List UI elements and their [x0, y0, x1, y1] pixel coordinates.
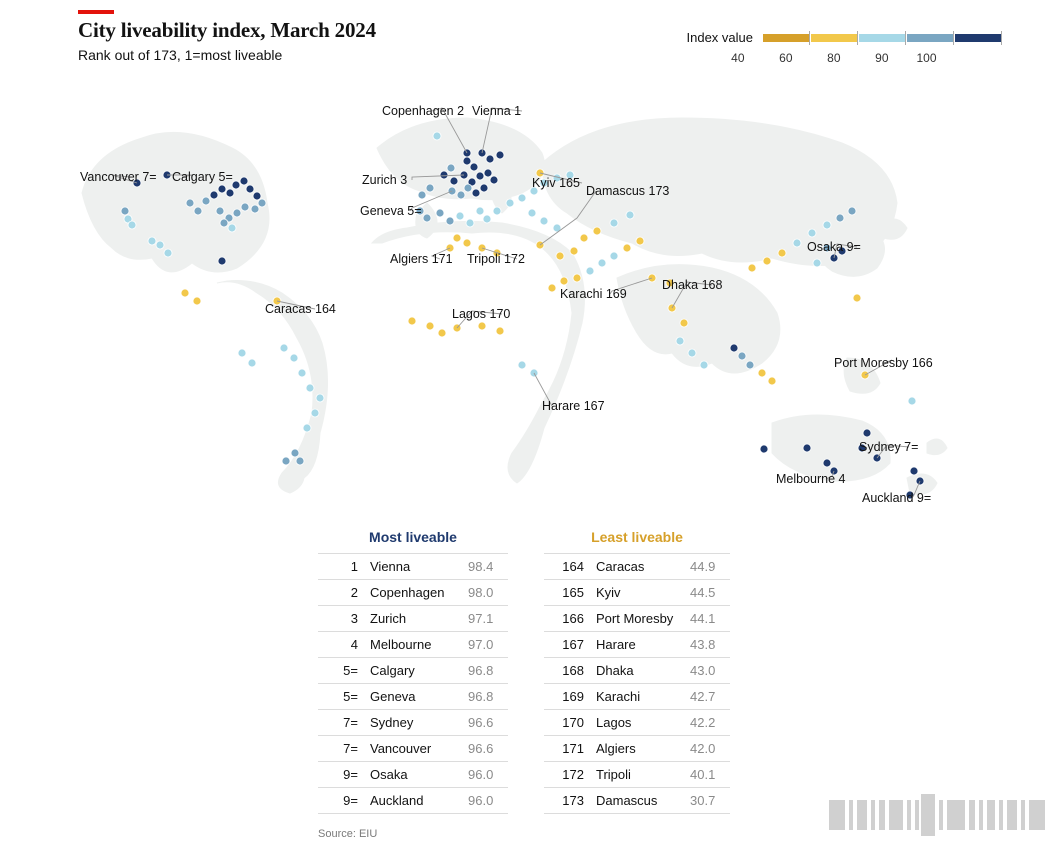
legend-label: Index value	[687, 30, 754, 45]
table-row: 164Caracas44.9	[544, 554, 730, 580]
legend: Index value 40608090100	[687, 30, 1004, 65]
map-city-label: Zurich 3	[362, 174, 407, 187]
map-city-label: Tripoli 172	[467, 253, 525, 266]
table-row: 3Zurich97.1	[318, 606, 508, 632]
table-row: 170Lagos42.2	[544, 710, 730, 736]
legend-scale	[763, 34, 1003, 42]
map-city-label: Port Moresby 166	[834, 357, 933, 370]
map-city-label: Lagos 170	[452, 308, 510, 321]
map-city-label: Algiers 171	[390, 253, 453, 266]
table-row: 5=Geneva96.8	[318, 684, 508, 710]
most-liveable-title: Most liveable	[318, 523, 508, 553]
map-city-label: Karachi 169	[560, 288, 627, 301]
table-row: 7=Vancouver96.6	[318, 736, 508, 762]
table-row: 1Vienna98.4	[318, 554, 508, 580]
table-row: 5=Calgary96.8	[318, 658, 508, 684]
table-row: 166Port Moresby44.1	[544, 606, 730, 632]
table-row: 173Damascus30.7	[544, 788, 730, 814]
table-row: 7=Sydney96.6	[318, 710, 508, 736]
map-city-label: Osaka 9=	[807, 241, 861, 254]
map-city-label: Geneva 5=	[360, 205, 422, 218]
table-row: 169Karachi42.7	[544, 684, 730, 710]
map-city-label: Harare 167	[542, 400, 605, 413]
map-city-label: Copenhagen 2	[382, 105, 464, 118]
least-liveable-table: Least liveable 164Caracas44.9165Kyiv44.5…	[544, 523, 730, 814]
map-city-label: Calgary 5=	[172, 171, 233, 184]
map-svg	[72, 83, 972, 513]
table-row: 9=Osaka96.0	[318, 762, 508, 788]
table-row: 9=Auckland96.0	[318, 788, 508, 814]
map-city-label: Damascus 173	[586, 185, 669, 198]
table-row: 165Kyiv44.5	[544, 580, 730, 606]
map-city-label: Melbourne 4	[776, 473, 846, 486]
map-city-label: Dhaka 168	[662, 279, 722, 292]
table-row: 168Dhaka43.0	[544, 658, 730, 684]
most-liveable-table: Most liveable 1Vienna98.42Copenhagen98.0…	[318, 523, 508, 814]
table-row: 171Algiers42.0	[544, 736, 730, 762]
map-city-label: Vienna 1	[472, 105, 521, 118]
watermark-barcode	[829, 794, 1049, 836]
map-city-label: Kyiv 165	[532, 177, 580, 190]
rank-tables: Most liveable 1Vienna98.42Copenhagen98.0…	[318, 523, 981, 814]
map-city-label: Caracas 164	[265, 303, 336, 316]
map-city-label: Sydney 7=	[859, 441, 918, 454]
least-liveable-title: Least liveable	[544, 523, 730, 553]
table-row: 4Melbourne97.0	[318, 632, 508, 658]
world-map: Vancouver 7= Calgary 5= Caracas 164 Copenha…	[72, 83, 972, 513]
map-city-label: Vancouver 7=	[80, 171, 157, 184]
table-row: 172Tripoli40.1	[544, 762, 730, 788]
table-row: 167Harare43.8	[544, 632, 730, 658]
map-city-label: Auckland 9=	[862, 492, 931, 505]
legend-ticks: 40608090100	[693, 51, 1004, 65]
table-row: 2Copenhagen98.0	[318, 580, 508, 606]
accent-bar	[78, 10, 114, 14]
